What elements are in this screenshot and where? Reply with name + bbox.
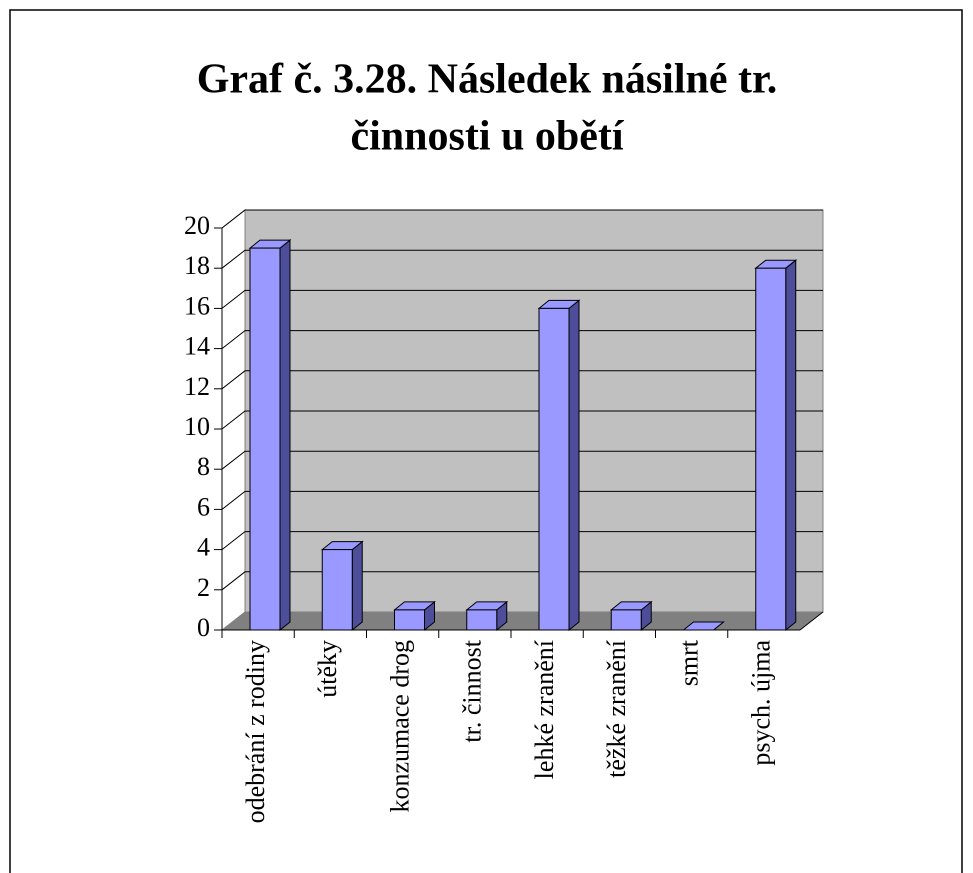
y-tick-label: 8	[197, 452, 210, 481]
chart-title: Graf č. 3.28. Následek násilné tr.	[197, 57, 778, 103]
x-tick-label: konzumace drog	[385, 640, 414, 813]
y-tick-label: 16	[184, 291, 210, 320]
grid-line	[221, 410, 823, 430]
y-tick-label: 18	[184, 251, 210, 280]
grid-line	[221, 531, 823, 550]
grid-line	[221, 289, 823, 309]
bar	[394, 609, 425, 631]
x-tick-label: psych. újma	[747, 640, 776, 766]
grid-line	[221, 450, 823, 470]
grid-line	[221, 249, 823, 269]
grid-line	[221, 209, 823, 229]
grid-line	[221, 370, 823, 390]
x-tick-label: těžké zranění	[602, 640, 631, 778]
frame	[9, 9, 963, 873]
bar-side	[351, 540, 363, 632]
floor	[222, 612, 823, 630]
y-tick-label: 4	[197, 533, 210, 562]
bar-side	[785, 259, 797, 632]
x-tick-label: tr. činnost	[458, 639, 487, 742]
chart-title: činnosti u obětí	[350, 114, 624, 160]
bar	[466, 609, 498, 631]
y-tick-label: 10	[184, 412, 210, 441]
bar	[755, 267, 787, 631]
grid-line	[221, 490, 823, 510]
x-tick-label: útěky	[313, 640, 342, 698]
y-tick-label: 14	[184, 332, 210, 361]
bar	[249, 247, 281, 631]
y-tick-label: 6	[197, 492, 210, 521]
x-tick-label: odebrání z rodiny	[241, 640, 270, 823]
y-tick-label: 20	[184, 211, 210, 240]
bar-side	[568, 299, 580, 632]
y-tick-label: 2	[197, 573, 210, 602]
grid-line	[221, 330, 823, 349]
bar-side	[279, 239, 291, 632]
x-tick-label: smrt	[674, 639, 703, 686]
y-tick-label: 12	[184, 372, 210, 401]
bar-top	[682, 621, 725, 631]
bar	[538, 307, 570, 631]
bar	[610, 609, 642, 631]
bar	[321, 549, 353, 631]
floor-edge	[799, 611, 824, 631]
x-tick-label: lehké zranění	[530, 640, 559, 779]
y-tick-label: 0	[197, 613, 210, 642]
grid-line	[221, 571, 823, 591]
